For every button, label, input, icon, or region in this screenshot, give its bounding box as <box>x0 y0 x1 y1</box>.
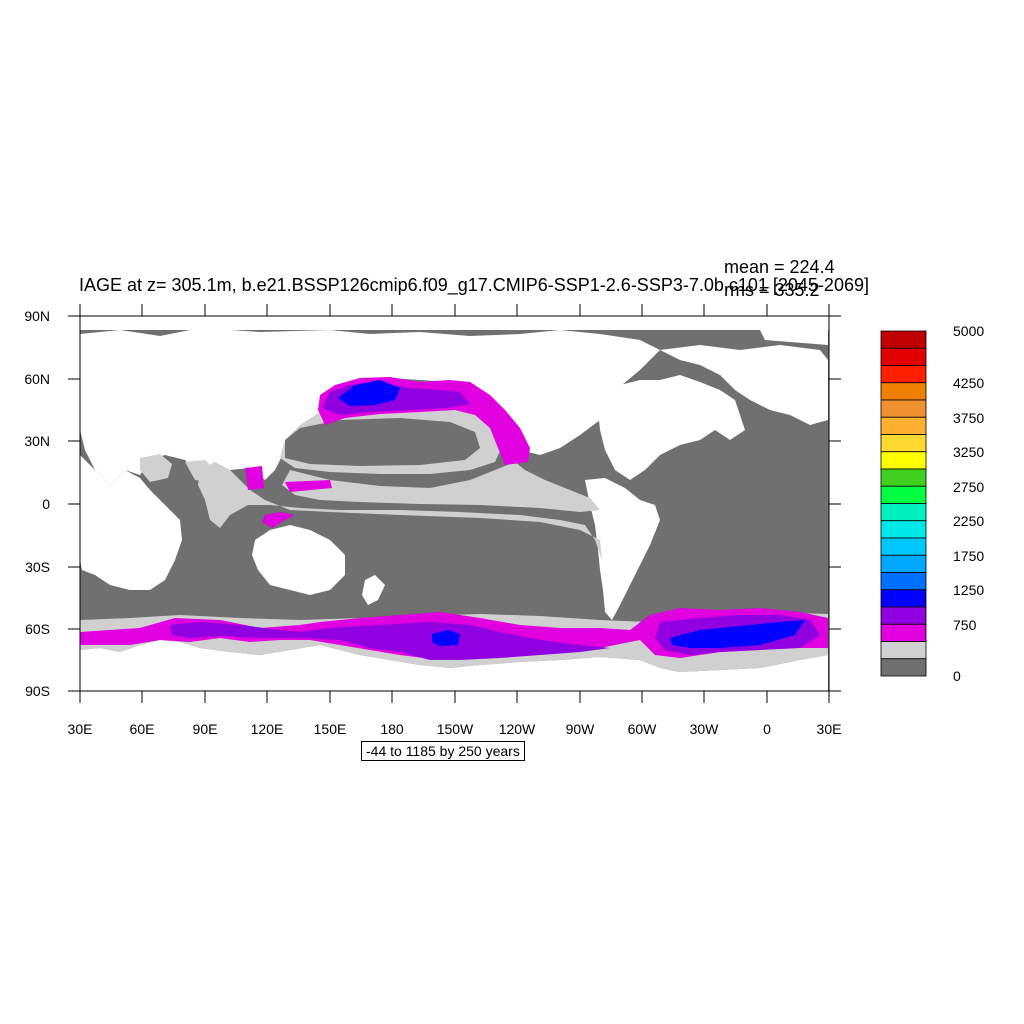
lon-label: 90W <box>565 721 595 737</box>
colorbar-label: 2750 <box>953 479 985 495</box>
lat-label: 0 <box>42 496 50 512</box>
lat-label: 30S <box>25 559 50 575</box>
age-1000-band <box>338 380 805 648</box>
colorbar-swatch <box>880 589 927 608</box>
colorbar-label: 2250 <box>953 513 985 529</box>
land-masses <box>80 316 829 691</box>
lon-label: 120E <box>250 721 284 737</box>
lon-label: 60W <box>627 721 657 737</box>
colorbar-label: 4250 <box>953 375 985 391</box>
colorbar-swatch <box>880 468 927 487</box>
colorbar-swatch <box>880 485 927 504</box>
colorbar-label: 3750 <box>953 410 985 426</box>
rms-stat: rms = 335.2 <box>724 280 820 300</box>
lon-label: 60E <box>129 721 155 737</box>
colorbar-swatch <box>880 434 927 453</box>
colorbar-swatch <box>880 537 927 556</box>
lon-label: 120W <box>498 721 536 737</box>
colorbar-swatch <box>880 347 927 366</box>
lon-label: 0 <box>763 721 771 737</box>
colorbar-swatch <box>880 416 927 435</box>
lon-label: 30E <box>67 721 93 737</box>
colorbar-swatch <box>880 330 927 349</box>
colorbar-label: 3250 <box>953 444 985 460</box>
lon-label: 30E <box>816 721 842 737</box>
colorbar-label: 1250 <box>953 582 985 598</box>
axis-ticks <box>68 304 841 703</box>
colorbar-label: 1750 <box>953 548 985 564</box>
lon-label: 30W <box>689 721 719 737</box>
mean-stat: mean = 224.4 <box>724 257 835 277</box>
colorbar-swatch <box>880 382 927 401</box>
lat-label: 60N <box>24 371 50 387</box>
lat-label: 60S <box>25 621 50 637</box>
colorbar-swatch <box>880 520 927 539</box>
map-title: IAGE at z= 305.1m, b.e21.BSSP126cmip6.f0… <box>79 275 869 295</box>
lat-label: 90S <box>25 683 50 699</box>
colorbar-swatch <box>880 623 927 642</box>
colorbar-swatch <box>880 399 927 418</box>
colorbar-swatch <box>880 451 927 470</box>
colorbar-swatch <box>880 365 927 384</box>
colorbar-swatch <box>880 554 927 573</box>
colorbar-label: 0 <box>953 668 961 684</box>
lon-label: 180 <box>380 721 404 737</box>
colorbar-swatch <box>880 641 927 660</box>
age-low-band <box>285 418 480 466</box>
lon-label: 90E <box>192 721 218 737</box>
colorbar-swatch <box>880 503 927 522</box>
colorbar-swatch <box>880 606 927 625</box>
colorbar <box>880 330 927 677</box>
lat-label: 30N <box>24 433 50 449</box>
lat-label: 90N <box>24 308 50 324</box>
colorbar-swatch <box>880 572 927 591</box>
lon-label: 150E <box>313 721 347 737</box>
lon-label: 150W <box>436 721 474 737</box>
contour-range-label: -44 to 1185 by 250 years <box>361 741 525 761</box>
colorbar-label: 750 <box>953 617 977 633</box>
colorbar-label: 5000 <box>953 323 985 339</box>
colorbar-swatch <box>880 658 927 677</box>
